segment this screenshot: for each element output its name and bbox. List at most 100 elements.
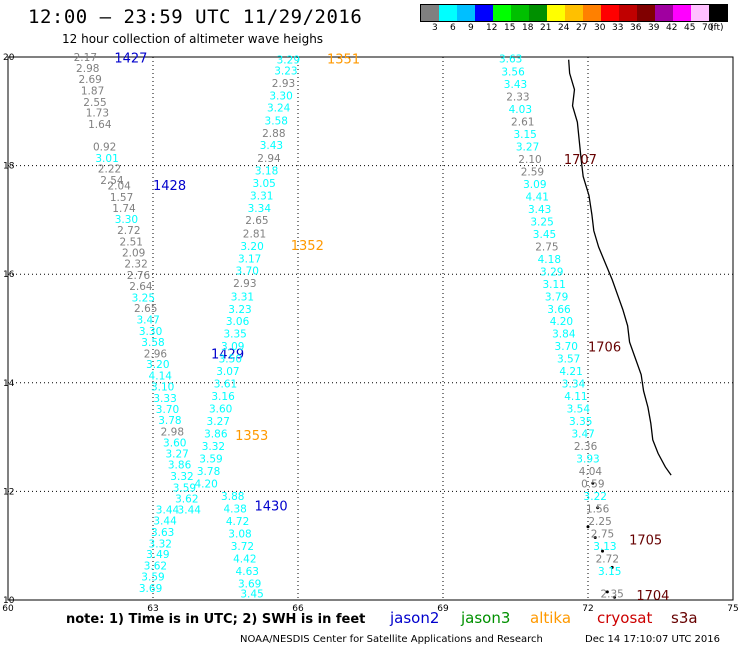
legend-swatch bbox=[439, 5, 457, 21]
wave-height-value: 3.32 bbox=[202, 441, 225, 453]
x-tick-label: 72 bbox=[582, 604, 593, 614]
legend-swatch bbox=[511, 5, 529, 21]
wave-height-value: 2.75 bbox=[535, 241, 558, 253]
wave-height-value: 4.14 bbox=[149, 371, 173, 383]
wave-height-value: 3.70 bbox=[156, 404, 179, 416]
wave-height-value: 4.42 bbox=[233, 554, 256, 566]
wave-height-value: 4.21 bbox=[559, 366, 582, 378]
legend-tick-label: 21 bbox=[540, 23, 552, 33]
legend-swatch bbox=[583, 5, 601, 21]
map-subtitle: 12 hour collection of altimeter wave hei… bbox=[62, 32, 324, 46]
island-marker bbox=[596, 506, 600, 510]
wave-height-value: 3.50 bbox=[219, 354, 242, 366]
wave-height-value: 2.35 bbox=[600, 588, 623, 600]
legend-swatch bbox=[547, 5, 565, 21]
wave-height-value: 3.60 bbox=[163, 437, 186, 449]
wave-height-value: 2.25 bbox=[588, 516, 611, 528]
wave-height-value: 1.87 bbox=[81, 85, 104, 97]
map-title: 12:00 — 23:59 UTC 11/29/2016 bbox=[28, 6, 363, 28]
wave-height-value: 4.72 bbox=[226, 516, 249, 528]
wave-height-value: 3.62 bbox=[175, 493, 198, 505]
wave-height-value: 3.35 bbox=[569, 416, 592, 428]
wave-height-value: 2.59 bbox=[521, 166, 544, 178]
legend-tick-label: 39 bbox=[648, 23, 660, 33]
wave-height-value: 3.15 bbox=[598, 566, 621, 578]
wave-height-value: 2.32 bbox=[124, 259, 147, 271]
track-time-label: 1428 bbox=[153, 179, 186, 194]
x-tick-label: 75 bbox=[727, 604, 738, 614]
legend-tick-label: 42 bbox=[666, 23, 678, 33]
wave-height-value: 3.58 bbox=[141, 337, 164, 349]
wave-height-value: 1.57 bbox=[110, 192, 133, 204]
wave-height-value: 3.33 bbox=[153, 393, 176, 405]
wave-height-value: 3.20 bbox=[146, 359, 169, 371]
wave-height-value: 0.59 bbox=[581, 479, 604, 491]
wave-height-value: 3.34 bbox=[248, 203, 272, 215]
legend-tick-label: 36 bbox=[630, 23, 642, 33]
y-tick-label: 10 bbox=[3, 596, 15, 606]
wave-height-value: 3.07 bbox=[216, 366, 239, 378]
wave-height-value: 4.04 bbox=[579, 466, 603, 478]
wave-height-value: 2.93 bbox=[272, 78, 295, 90]
wave-height-value: 3.86 bbox=[204, 429, 228, 441]
timestamp-text: Dec 14 17:10:07 UTC 2016 bbox=[585, 634, 720, 645]
x-tick-label: 63 bbox=[147, 604, 158, 614]
wave-height-value: 2.55 bbox=[83, 97, 106, 109]
wave-height-value: 2.88 bbox=[262, 128, 285, 140]
wave-height-value: 3.27 bbox=[165, 449, 188, 461]
wave-height-value: 3.15 bbox=[513, 129, 536, 141]
track-time-label: 1706 bbox=[588, 340, 621, 355]
wave-height-value: 3.45 bbox=[533, 229, 556, 241]
wave-height-value: 2.93 bbox=[233, 278, 256, 290]
wave-height-value: 2.72 bbox=[117, 225, 140, 237]
wave-height-value: 2.98 bbox=[161, 426, 184, 438]
wave-height-value: 3.93 bbox=[576, 454, 599, 466]
wave-height-value: 3.31 bbox=[250, 190, 273, 202]
wave-height-value: 3.17 bbox=[238, 253, 261, 265]
wave-height-value: 3.24 bbox=[267, 102, 291, 114]
legend-swatch bbox=[493, 5, 511, 21]
legend-tick-label: 27 bbox=[576, 23, 588, 33]
track-time-label: 1427 bbox=[114, 51, 147, 66]
wave-height-value: 3.23 bbox=[228, 304, 251, 316]
wave-height-value: 3.78 bbox=[158, 415, 181, 427]
wave-height-value: 3.63 bbox=[499, 53, 522, 65]
legend-tick-label: 45 bbox=[684, 23, 696, 33]
wave-height-value: 3.32 bbox=[149, 538, 172, 550]
legend-swatch bbox=[709, 5, 727, 21]
wave-height-value: 3.49 bbox=[146, 549, 169, 561]
wave-height-value: 3.72 bbox=[231, 541, 254, 553]
wave-height-value: 3.78 bbox=[197, 466, 220, 478]
wave-height-value: 3.32 bbox=[170, 471, 193, 483]
wave-height-value: 3.60 bbox=[209, 404, 232, 416]
wave-height-value: 3.29 bbox=[277, 55, 300, 67]
wave-height-value: 3.44 bbox=[178, 505, 202, 517]
wave-height-value: 3.16 bbox=[211, 391, 235, 403]
wave-height-value: 3.06 bbox=[226, 316, 250, 328]
wave-height-value: 4.41 bbox=[526, 191, 549, 203]
wave-height-value: 3.13 bbox=[593, 541, 616, 553]
wave-height-value: 3.62 bbox=[144, 561, 167, 573]
wave-height-value: 3.58 bbox=[265, 115, 288, 127]
wave-height-value: 3.20 bbox=[240, 241, 263, 253]
wave-height-value: 2.69 bbox=[78, 74, 101, 86]
wave-height-value: 1.56 bbox=[586, 504, 610, 516]
wave-height-value: 1.74 bbox=[112, 203, 136, 215]
wave-height-value: 2.22 bbox=[98, 164, 121, 176]
wave-height-value: 3.27 bbox=[516, 141, 539, 153]
wave-height-value: 2.75 bbox=[591, 529, 614, 541]
wave-height-value: 2.54 bbox=[100, 175, 124, 187]
satellite-label-altika: altika bbox=[530, 609, 572, 627]
wave-height-value: 3.44 bbox=[156, 505, 180, 517]
wave-height-value: 3.05 bbox=[252, 178, 275, 190]
x-tick-label: 69 bbox=[437, 604, 449, 614]
wave-height-value: 4.63 bbox=[236, 566, 259, 578]
wave-height-value: 3.43 bbox=[260, 140, 283, 152]
track-time-label: 1352 bbox=[291, 239, 324, 254]
coastline bbox=[568, 59, 672, 476]
wave-height-value: 3.79 bbox=[545, 291, 568, 303]
island-marker bbox=[601, 549, 604, 553]
island-marker bbox=[593, 536, 597, 540]
legend-unit: (ft) bbox=[710, 23, 724, 33]
